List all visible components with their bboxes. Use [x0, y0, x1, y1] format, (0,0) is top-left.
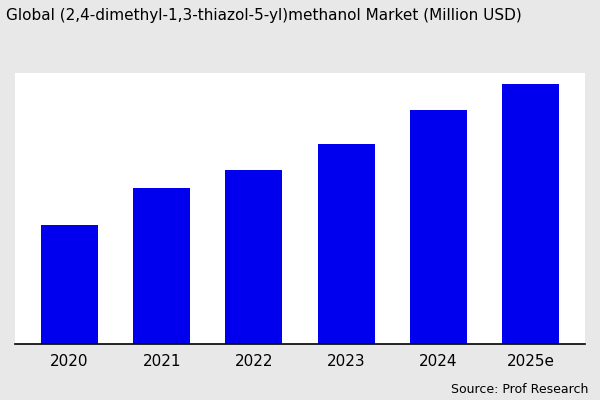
Bar [41, 225, 98, 344]
Bar [502, 84, 559, 344]
Text: Global (2,4-dimethyl-1,3-thiazol-5-yl)methanol Market (Million USD): Global (2,4-dimethyl-1,3-thiazol-5-yl)me… [6, 8, 522, 23]
Text: Source: Prof Research: Source: Prof Research [451, 383, 588, 396]
Bar [133, 188, 190, 344]
Bar [226, 170, 283, 344]
Bar [317, 144, 374, 344]
Bar [410, 110, 467, 344]
